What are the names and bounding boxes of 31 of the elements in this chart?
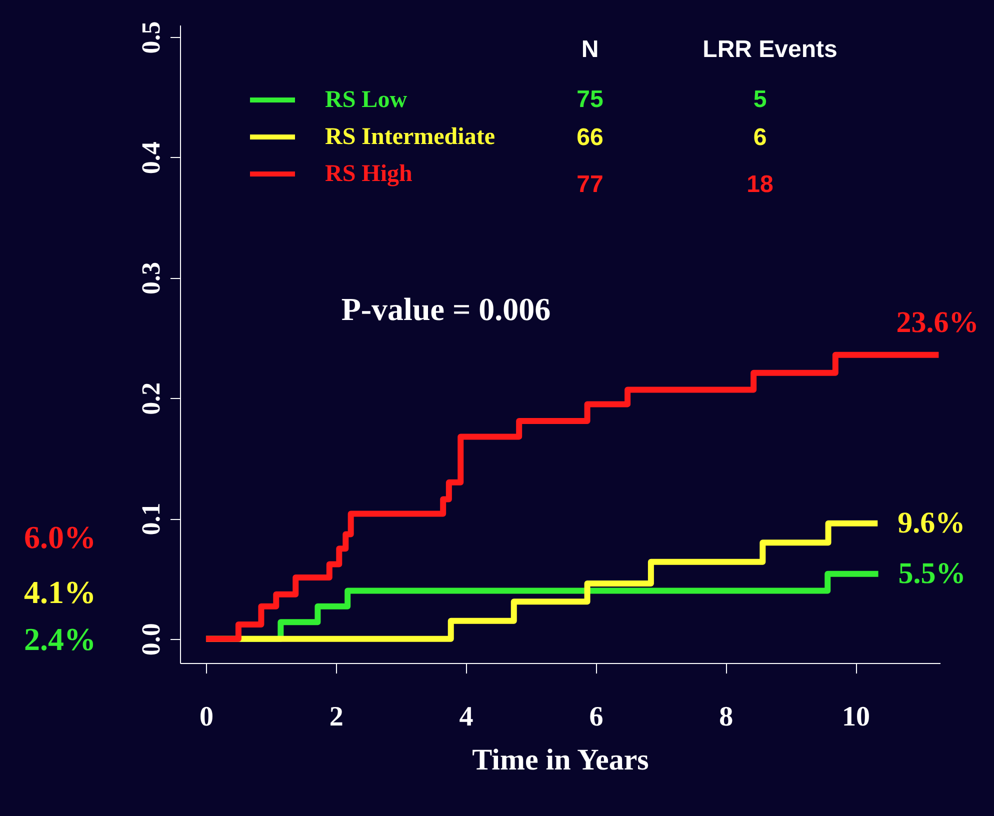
x-tick-label: 4 xyxy=(459,702,474,732)
annotation: 5.5% xyxy=(898,556,966,590)
annotation: LRR Events xyxy=(702,36,838,63)
y-tick-label: 0.0 xyxy=(136,623,166,656)
annotation: 9.6% xyxy=(898,506,966,540)
annotation: 66 xyxy=(576,124,604,151)
y-tick-label: 0.1 xyxy=(136,502,166,536)
annotation: 75 xyxy=(576,86,604,113)
legend-label: RS High xyxy=(325,161,412,187)
x-tick-label: 2 xyxy=(329,702,344,732)
annotation: 23.6% xyxy=(896,306,979,339)
text: 4.1% xyxy=(24,574,96,610)
text: 2.4% xyxy=(24,621,96,657)
legend-label: RS Intermediate xyxy=(325,124,496,150)
y-tick-label: 0.4 xyxy=(136,142,166,174)
annotation: N xyxy=(581,36,599,63)
annotation: P-value = 0.006 xyxy=(341,291,551,327)
x-tick-label: 10 xyxy=(842,702,870,732)
x-tick-label: 6 xyxy=(589,702,604,732)
x-tick-label: 0 xyxy=(199,702,214,732)
y-tick-label: 0.5 xyxy=(136,21,166,54)
annotation: 18 xyxy=(746,171,774,198)
annotation: 6 xyxy=(753,124,767,151)
annotation: 77 xyxy=(576,171,604,198)
x-tick-label: 8 xyxy=(719,702,734,732)
legend-label: RS Low xyxy=(325,87,408,113)
text: 6.0% xyxy=(24,519,96,555)
y-tick-label: 0.2 xyxy=(136,382,166,415)
y-tick-label: 0.3 xyxy=(136,262,166,295)
annotation: 5 xyxy=(753,86,767,113)
x-axis-title: Time in Years xyxy=(472,744,649,776)
